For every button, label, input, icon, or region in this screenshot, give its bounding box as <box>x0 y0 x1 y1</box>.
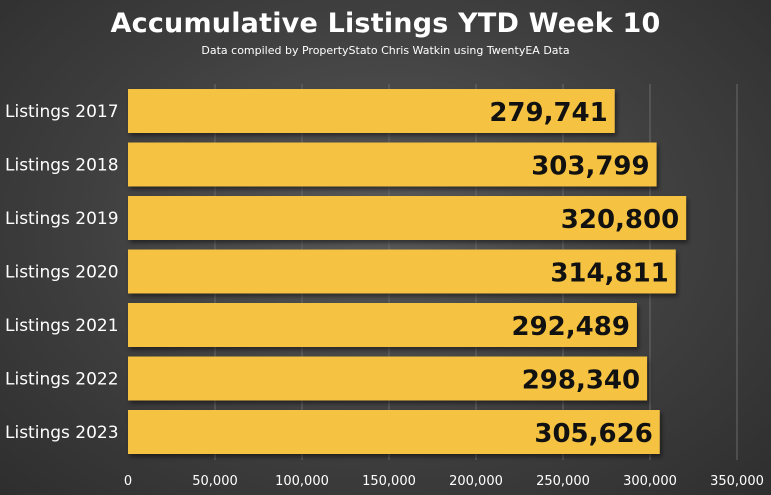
bar <box>128 410 660 454</box>
x-tick-label: 350,000 <box>710 474 764 489</box>
category-label: Listings 2023 <box>5 423 119 443</box>
category-label: Listings 2019 <box>5 209 119 229</box>
bar <box>128 303 637 347</box>
data-label: 320,800 <box>561 205 679 235</box>
x-tick-label: 50,000 <box>192 474 238 489</box>
bar <box>128 249 676 294</box>
x-tick-label: 0 <box>124 474 132 489</box>
category-label: Listings 2017 <box>5 102 119 122</box>
x-tick-label: 150,000 <box>362 474 416 489</box>
category-label: Listings 2021 <box>5 316 119 336</box>
bar <box>128 196 687 240</box>
x-tick-label: 200,000 <box>449 474 503 489</box>
data-label: 279,741 <box>489 98 607 128</box>
data-label: 314,811 <box>550 259 668 289</box>
bar <box>128 356 648 401</box>
category-label: Listings 2020 <box>5 263 119 283</box>
category-label: Listings 2018 <box>5 156 119 176</box>
data-label: 305,626 <box>534 419 652 449</box>
data-label: 292,489 <box>512 312 630 342</box>
category-label: Listings 2022 <box>5 370 119 390</box>
chart-title: Accumulative Listings YTD Week 10 <box>110 8 661 39</box>
bar <box>128 142 657 187</box>
data-label: 298,340 <box>522 366 640 396</box>
chart-subtitle: Data compiled by PropertyStato Chris Wat… <box>201 44 570 57</box>
data-label: 303,799 <box>531 152 649 182</box>
bar <box>128 89 615 133</box>
x-tick-label: 300,000 <box>623 474 677 489</box>
x-tick-label: 100,000 <box>275 474 329 489</box>
x-tick-label: 250,000 <box>536 474 590 489</box>
